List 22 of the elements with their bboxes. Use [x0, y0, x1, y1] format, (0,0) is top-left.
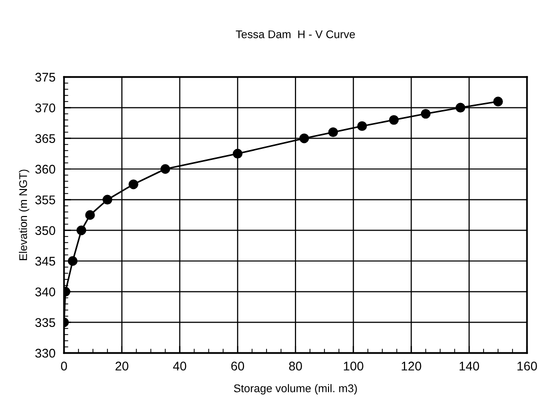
x-tick-label: 60 [231, 362, 244, 371]
x-tick-label: 0 [61, 362, 67, 371]
x-tick-label: 140 [460, 362, 480, 371]
y-tick-label: 370 [35, 103, 56, 112]
y-tick-label: 345 [35, 256, 56, 266]
x-tick-label: 80 [289, 362, 302, 371]
y-tick-label: 340 [35, 287, 56, 296]
x-tick-label: 100 [344, 362, 364, 371]
x-tick-label: 160 [518, 362, 537, 371]
chart-title: Tessa Dam H - V Curve [236, 30, 355, 38]
y-tick-label: 330 [35, 348, 56, 358]
y-tick-label: 335 [35, 318, 56, 327]
y-tick-label: 355 [35, 195, 56, 204]
y-axis-title: Elevation (m NGT) [18, 170, 30, 260]
y-tick-label: 360 [35, 164, 56, 174]
x-axis-title: Storage volume (mil. m3) [234, 384, 357, 394]
x-tick-label: 20 [116, 362, 128, 371]
x-tick-label: 120 [402, 362, 422, 371]
y-tick-label: 375 [35, 72, 56, 82]
x-tick-label: 40 [173, 362, 186, 371]
y-tick-label: 350 [35, 226, 56, 235]
y-tick-label: 365 [35, 134, 56, 143]
